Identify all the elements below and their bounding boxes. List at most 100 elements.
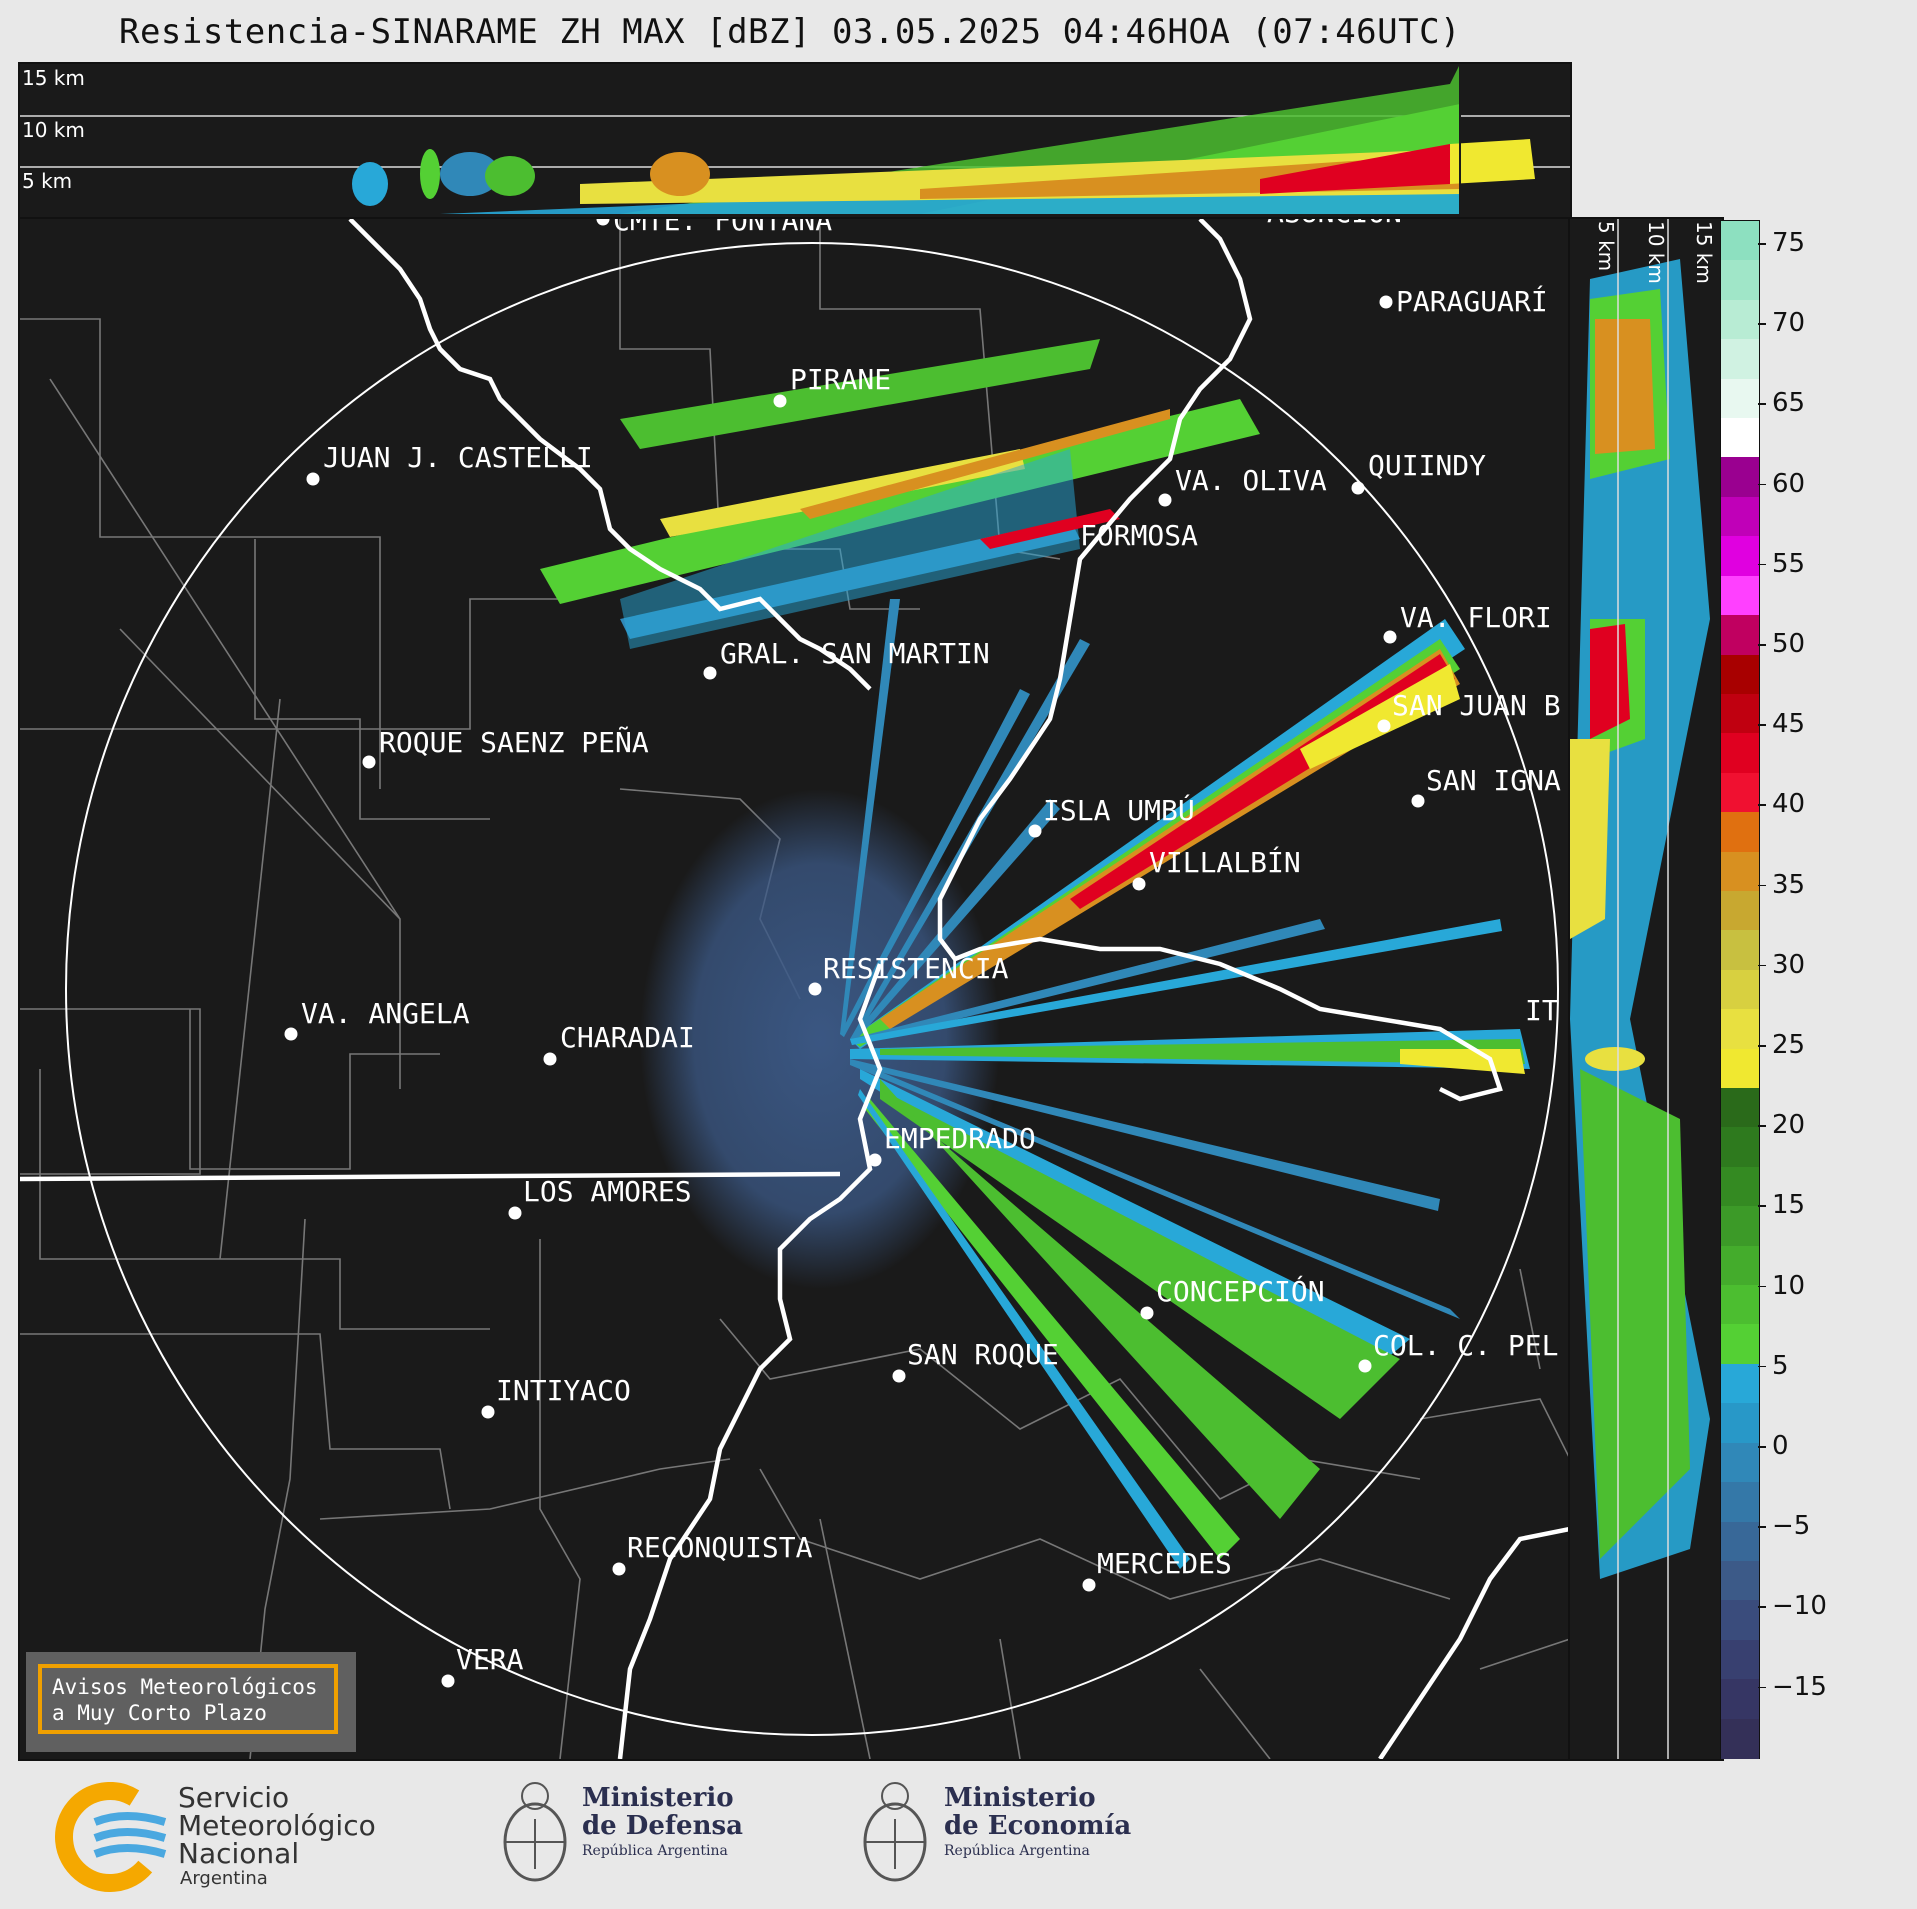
city-dot xyxy=(596,219,610,226)
colorbar-tick: −10 xyxy=(1758,1591,1827,1621)
alert-line-1: Avisos Meteorológicos xyxy=(52,1675,318,1699)
colorbar-segment xyxy=(1721,1009,1759,1050)
city-dot xyxy=(1377,719,1391,733)
colorbar-segment xyxy=(1721,1521,1759,1562)
city-label: CMTE. FONTANA xyxy=(613,217,833,237)
city-label: QUIINDY xyxy=(1368,449,1487,482)
city-dot xyxy=(362,755,376,769)
altitude-label-10km: 10 km xyxy=(22,118,85,142)
colorbar-tick: 60 xyxy=(1757,469,1805,499)
economia-line-1: Ministerio xyxy=(944,1783,1096,1813)
city-label: PIRANE xyxy=(790,363,892,396)
city-label: JUAN J. CASTELLI xyxy=(323,441,593,474)
colorbar-segment xyxy=(1721,418,1759,459)
colorbar-segment xyxy=(1721,930,1759,971)
colorbar-segment xyxy=(1721,496,1759,537)
smn-line-3: Nacional xyxy=(178,1837,300,1870)
colorbar-segment xyxy=(1721,260,1759,301)
city-dot xyxy=(1358,1359,1372,1373)
colorbar-segment xyxy=(1721,693,1759,734)
colorbar-tick: 45 xyxy=(1757,709,1805,739)
alert-box[interactable]: Avisos Meteorológicos a Muy Corto Plazo xyxy=(26,1652,356,1752)
colorbar-segment xyxy=(1721,1324,1759,1365)
coat-of-arms-icon xyxy=(503,1782,567,1882)
city-label: IT xyxy=(1525,994,1559,1027)
radar-map[interactable]: CMTE. FONTANA ASUNCIÓN PARAGUARÍ PIRANE … xyxy=(18,217,1572,1761)
colorbar-tick: 10 xyxy=(1757,1271,1805,1301)
city-label: FORMOSA xyxy=(1080,519,1199,552)
smn-line-1: Servicio xyxy=(178,1781,290,1814)
city-label: MERCEDES xyxy=(1097,1547,1232,1580)
colorbar-tick: 55 xyxy=(1757,549,1805,579)
colorbar-segment xyxy=(1721,1127,1759,1168)
city-dot xyxy=(1251,217,1264,218)
colorbar-tick: 40 xyxy=(1757,789,1805,819)
city-dot xyxy=(773,394,787,408)
colorbar-tick: 30 xyxy=(1757,950,1805,980)
top-altitude-echoes xyxy=(20,64,1570,214)
colorbar-segment xyxy=(1721,615,1759,656)
altitude-label-15km: 15 km xyxy=(22,66,85,90)
city-label: VILLALBÍN xyxy=(1149,846,1301,879)
colorbar-tick: 65 xyxy=(1757,388,1805,418)
top-altitude-panel: 15 km 10 km 5 km xyxy=(18,62,1572,221)
alert-line-2: a Muy Corto Plazo xyxy=(52,1701,267,1725)
range-ring xyxy=(65,242,1559,1736)
alert-box-frame: Avisos Meteorológicos a Muy Corto Plazo xyxy=(38,1664,338,1734)
altitude-label-5km: 5 km xyxy=(22,169,73,193)
city-label: VA. FLORI xyxy=(1400,601,1552,634)
colorbar-segment xyxy=(1721,1718,1759,1759)
colorbar-segment xyxy=(1721,812,1759,853)
colorbar-tick: 75 xyxy=(1757,228,1805,258)
economia-line-3: República Argentina xyxy=(944,1843,1090,1859)
map-title: Resistencia-SINARAME ZH MAX [dBZ] 03.05.… xyxy=(118,12,1462,52)
colorbar-tick: 70 xyxy=(1757,308,1805,338)
colorbar-segment xyxy=(1721,536,1759,577)
city-dot xyxy=(1140,1306,1154,1320)
smn-logo-icon xyxy=(55,1782,167,1892)
colorbar-tick: 5 xyxy=(1758,1351,1789,1381)
colorbar-tick: 20 xyxy=(1757,1110,1805,1140)
colorbar-segment xyxy=(1721,1088,1759,1129)
side-altitude-15km: 15 km xyxy=(1692,221,1716,284)
city-dot xyxy=(543,1052,557,1066)
side-altitude-5km: 5 km xyxy=(1594,221,1618,272)
city-dot xyxy=(612,1562,626,1576)
city-label: GRAL. SAN MARTIN xyxy=(720,637,990,670)
colorbar-segment xyxy=(1721,221,1759,261)
city-label: CHARADAI xyxy=(560,1021,695,1054)
colorbar-segment xyxy=(1721,851,1759,892)
city-label: CONCEPCIÓN xyxy=(1156,1275,1325,1308)
city-label: ISLA UMBÚ xyxy=(1043,794,1195,827)
defensa-line-1: Ministerio xyxy=(582,1783,734,1813)
city-label: RESISTENCIA xyxy=(823,952,1009,985)
smn-name: Servicio Meteorológico Nacional Argentin… xyxy=(178,1784,376,1890)
city-label: ROQUE SAENZ PEÑA xyxy=(379,726,649,759)
colorbar-segment xyxy=(1721,1560,1759,1601)
colorbar-segment xyxy=(1721,654,1759,695)
side-altitude-10km: 10 km xyxy=(1644,221,1668,284)
side-altitude-echoes xyxy=(1570,219,1710,1759)
city-dot xyxy=(1082,1578,1096,1592)
colorbar-segment xyxy=(1721,378,1759,419)
city-label: SAN JUAN B xyxy=(1392,689,1561,722)
colorbar-segment xyxy=(1721,299,1759,340)
economia-name: Ministerio de Economía República Argenti… xyxy=(944,1784,1131,1862)
city-dot xyxy=(441,1674,455,1688)
colorbar-tick: 35 xyxy=(1757,870,1805,900)
colorbar-segment xyxy=(1721,890,1759,931)
colorbar-segment xyxy=(1721,733,1759,774)
city-label: RECONQUISTA xyxy=(627,1531,813,1564)
colorbar-segment xyxy=(1721,1482,1759,1523)
coat-of-arms-icon xyxy=(863,1782,927,1882)
colorbar-segment xyxy=(1721,339,1759,380)
dbz-colorbar xyxy=(1720,220,1760,1759)
footer: Servicio Meteorológico Nacional Argentin… xyxy=(0,1762,1917,1909)
colorbar-segment xyxy=(1721,1245,1759,1286)
side-altitude-panel: 5 km 10 km 15 km xyxy=(1568,217,1724,1761)
city-label: INTIYACO xyxy=(496,1374,631,1407)
city-dot xyxy=(1379,295,1393,309)
city-label: VA. ANGELA xyxy=(301,997,470,1030)
smn-line-4: Argentina xyxy=(180,1868,268,1889)
city-dot xyxy=(508,1206,522,1220)
